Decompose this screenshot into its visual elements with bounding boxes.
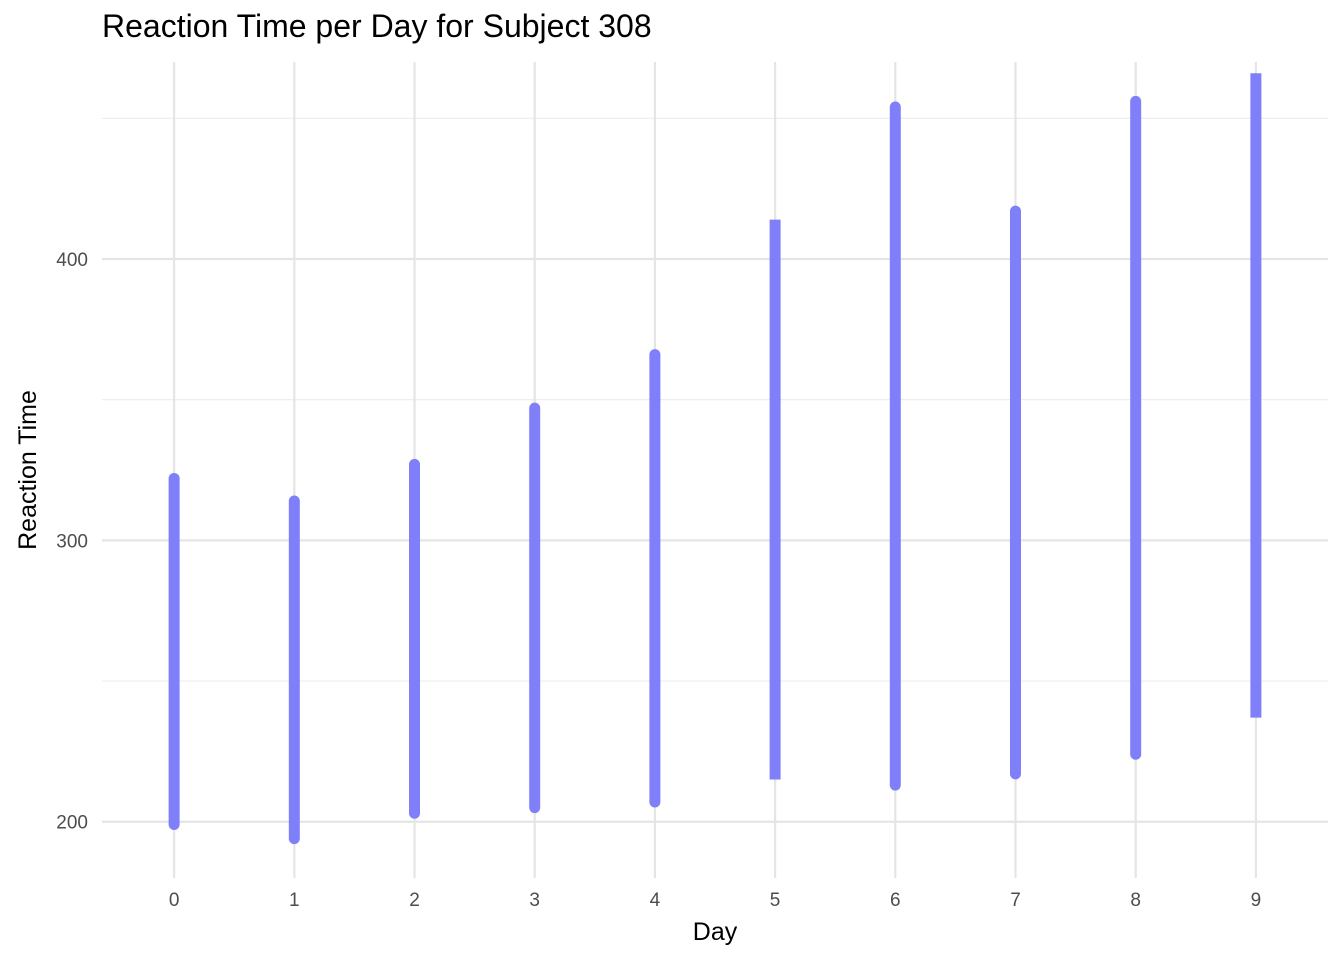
x-tick-label: 2 xyxy=(409,890,420,911)
x-tick-label: 3 xyxy=(529,890,540,911)
y-axis-title: Reaction Time xyxy=(14,390,42,550)
x-tick-label: 4 xyxy=(650,890,661,911)
y-tick-label: 400 xyxy=(56,250,88,271)
x-tick-label: 5 xyxy=(770,890,781,911)
y-tick-label: 200 xyxy=(56,813,88,834)
x-tick-label: 9 xyxy=(1251,890,1262,911)
x-axis-title: Day xyxy=(693,918,738,946)
y-tick-label: 300 xyxy=(56,531,88,552)
x-tick-label: 7 xyxy=(1010,890,1021,911)
x-tick-label: 1 xyxy=(289,890,300,911)
x-tick-label: 6 xyxy=(890,890,901,911)
x-tick-label: 0 xyxy=(169,890,180,911)
x-tick-label: 8 xyxy=(1130,890,1141,911)
chart-title: Reaction Time per Day for Subject 308 xyxy=(102,8,652,44)
